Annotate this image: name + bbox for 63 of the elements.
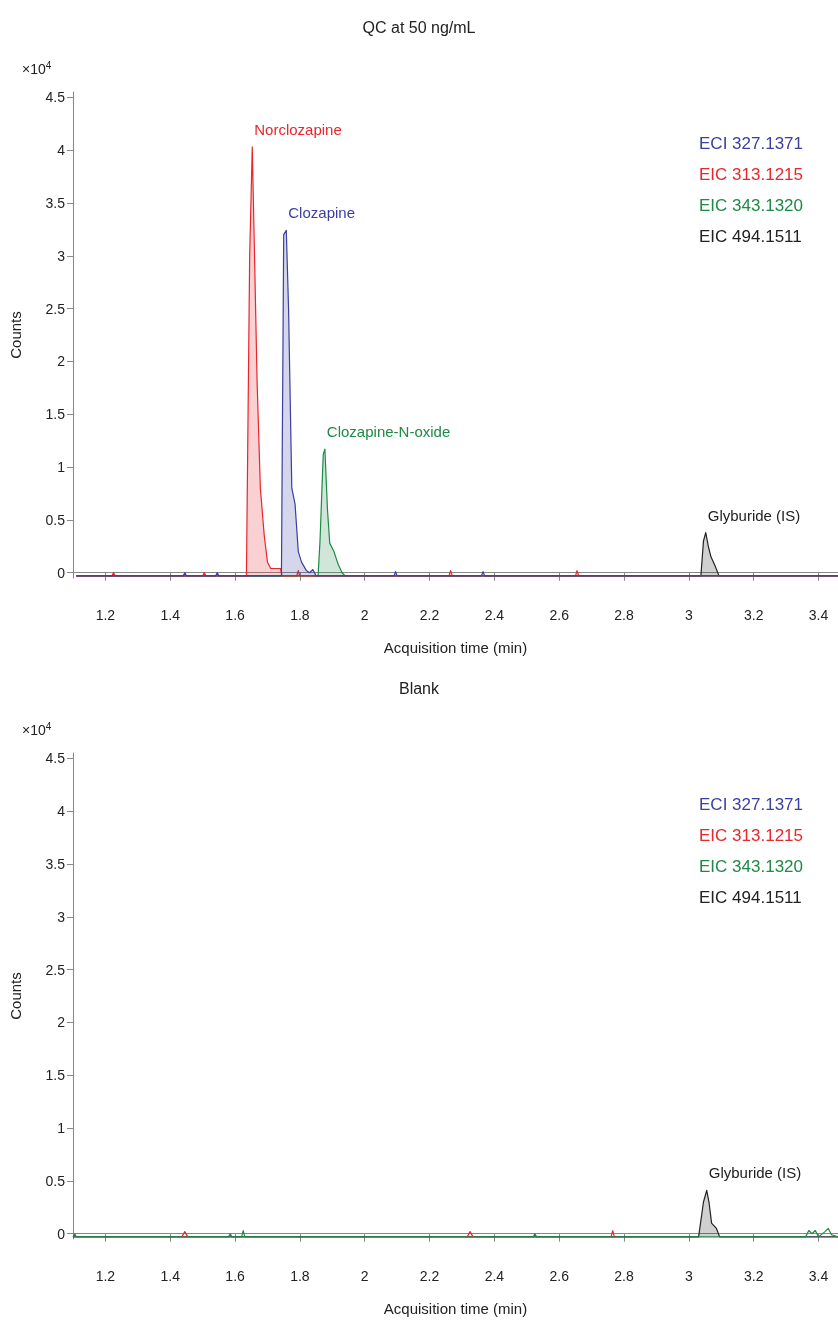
x-tick-label: 3.4 bbox=[808, 1268, 829, 1284]
x-tick-label: 1.8 bbox=[290, 607, 310, 623]
x-tick-label: 3 bbox=[684, 1268, 693, 1284]
legend-label: ECI 327.1371 bbox=[699, 795, 803, 814]
y-tick-label: 3.5 bbox=[45, 855, 66, 872]
x-tick-label: 1.2 bbox=[95, 607, 116, 623]
x-tick-label: 2.8 bbox=[614, 1268, 634, 1284]
y-tick-label: 0 bbox=[57, 1225, 66, 1242]
y-tick-label: 2 bbox=[57, 353, 66, 370]
text: EIC 313.1215 bbox=[699, 165, 803, 184]
y-axis-title: Counts bbox=[7, 972, 24, 1020]
y-tick-label: 3 bbox=[57, 247, 66, 264]
x-tick-label: 1.4 bbox=[160, 607, 181, 623]
annotation: Glyburide (IS) bbox=[707, 506, 801, 524]
annotation: Glyburide (IS) bbox=[708, 1164, 802, 1182]
y-tick-label: 0.5 bbox=[45, 1172, 66, 1189]
chart-title: QC at 50 ng/mL bbox=[362, 18, 476, 36]
y-axis-title: Counts bbox=[7, 311, 24, 359]
y-tick-label: 1.5 bbox=[45, 1067, 66, 1084]
text: EIC 313.1215 bbox=[699, 826, 803, 845]
annotation: Clozapine-N-oxide bbox=[326, 423, 451, 441]
y-tick-label: 2 bbox=[57, 1014, 66, 1031]
chart-title: Blank bbox=[398, 679, 441, 697]
y-tick-label: 2.5 bbox=[45, 300, 66, 317]
x-tick-label: 1.6 bbox=[225, 1268, 246, 1284]
x-tick-label: 2 bbox=[360, 1268, 369, 1284]
x-tick-label: 2.2 bbox=[419, 607, 440, 623]
x-tick-label: 2 bbox=[360, 607, 369, 623]
x-tick-label: 2.6 bbox=[549, 1268, 570, 1284]
x-tick-label: 3.2 bbox=[743, 1268, 764, 1284]
y-tick-label: 3 bbox=[57, 908, 66, 925]
x-tick-label: 1.6 bbox=[225, 607, 246, 623]
text: ECI 327.1371 bbox=[699, 134, 803, 153]
text: EIC 494.1511 bbox=[699, 227, 802, 246]
y-tick-label: 1 bbox=[57, 459, 66, 476]
x-tick-label: 3.4 bbox=[808, 607, 829, 623]
x-axis-title: Acquisition time (min) bbox=[383, 639, 528, 656]
y-tick-label: 1 bbox=[57, 1120, 66, 1137]
text: EIC 343.1320 bbox=[699, 196, 803, 215]
x-tick-label: 3.2 bbox=[743, 607, 764, 623]
x-tick-label: 1.2 bbox=[95, 1268, 116, 1284]
y-tick-label: 2.5 bbox=[45, 961, 66, 978]
annotation: Norclozapine bbox=[254, 120, 342, 138]
x-tick-label: 1.8 bbox=[290, 1268, 310, 1284]
y-tick-label: 4 bbox=[57, 803, 66, 820]
x-tick-label: 1.4 bbox=[160, 1268, 181, 1284]
text: EIC 343.1320 bbox=[699, 857, 803, 876]
x-tick-label: 2.4 bbox=[484, 607, 505, 623]
y-tick-label: 4 bbox=[57, 142, 66, 159]
x-tick-label: 2.8 bbox=[614, 607, 634, 623]
y-tick-label: 3.5 bbox=[45, 194, 66, 211]
annotation: Clozapine bbox=[288, 204, 356, 222]
x-tick-label: 2.6 bbox=[549, 607, 570, 623]
x-tick-label: 2.4 bbox=[484, 1268, 505, 1284]
y-tick-label: 4.5 bbox=[45, 750, 66, 767]
x-axis-title: Acquisition time (min) bbox=[383, 1300, 528, 1317]
y-tick-label: 0.5 bbox=[45, 511, 66, 528]
text: EIC 494.1511 bbox=[699, 888, 802, 907]
y-tick-label: 1.5 bbox=[45, 406, 66, 423]
x-tick-label: 3 bbox=[684, 607, 693, 623]
y-tick-label: 4.5 bbox=[45, 89, 66, 106]
x-tick-label: 2.2 bbox=[419, 1268, 440, 1284]
y-tick-label: 0 bbox=[57, 564, 66, 581]
